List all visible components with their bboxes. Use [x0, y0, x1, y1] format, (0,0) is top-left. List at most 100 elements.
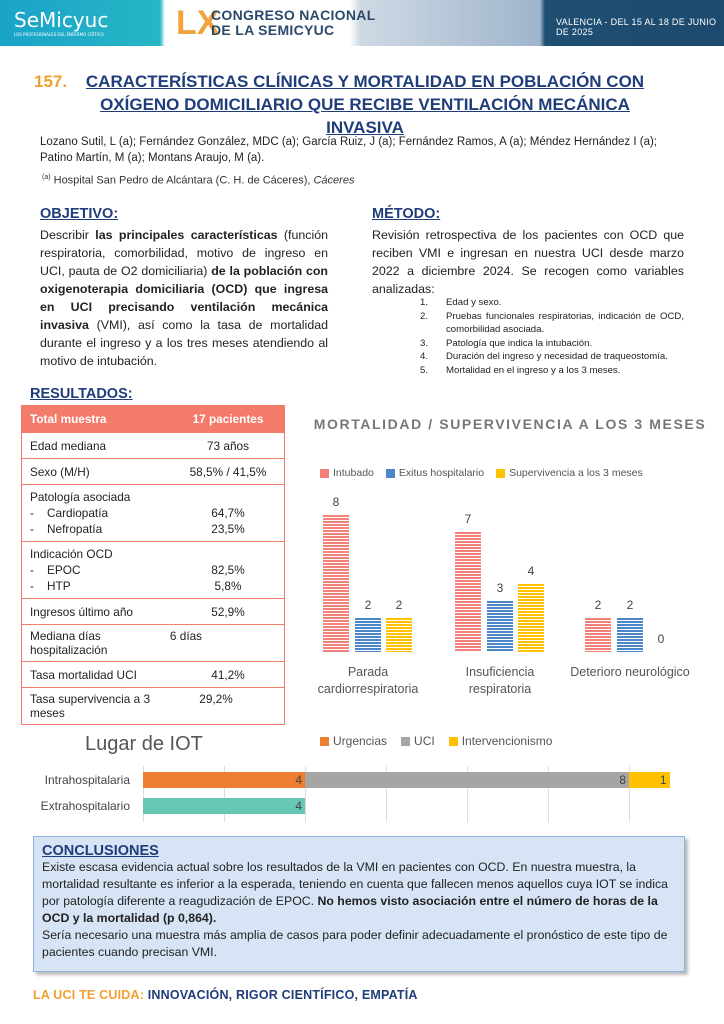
table-row: Tasa mortalidad UCI 41,2% — [22, 661, 284, 687]
legend-label: UCI — [414, 734, 435, 748]
bar-value-label: 7 — [464, 512, 472, 527]
affiliation-hospital: Hospital San Pedro de Alcántara (C. H. d… — [53, 174, 311, 187]
list-item: 3. Patología que indica la intubación. — [420, 337, 593, 349]
list-item: 1. Edad y sexo. — [420, 297, 502, 308]
bar-intubado — [323, 515, 349, 652]
bar-exitus-hospitalario — [617, 617, 643, 652]
mortality-chart-title: MORTALIDAD / SUPERVIVENCIA A LOS 3 MESES — [313, 416, 707, 432]
table-row: Ingresos último año 52,9% — [22, 598, 284, 624]
congress-banner — [0, 0, 724, 46]
legend-item: UCI — [401, 734, 435, 748]
category-label: Parada cardiorrespiratoria — [317, 665, 419, 696]
bar-value-label: 2 — [395, 597, 403, 612]
legend-label: Exitus hospitalario — [398, 467, 485, 479]
gridline — [548, 766, 549, 822]
mortality-chart-legend: Intubado Exitus hospitalario Supervivencia… — [320, 467, 643, 479]
bar-supervivencia-a-los-3-meses — [386, 617, 412, 652]
category-label: Intrahospitalaria — [44, 773, 130, 787]
affiliation-city: Cáceres — [313, 174, 355, 187]
legend-swatch — [496, 468, 506, 478]
metodo-heading: MÉTODO: — [372, 206, 441, 222]
table-row: Sexo (M/H) 58,5% / 41,5% — [22, 458, 284, 484]
conclusiones-box: CONCLUSIONES Existe escasa evidencia act… — [33, 836, 685, 972]
iot-chart-legend: Urgencias UCI Intervencionismo — [320, 734, 552, 748]
table-row: Tasa supervivencia a 3 meses 29,2% — [22, 687, 284, 724]
category-label: Insuficiencia respiratoria — [465, 665, 535, 696]
bar-value-label: 2 — [364, 597, 372, 612]
resultados-heading: RESULTADOS: — [30, 386, 133, 402]
metodo-text: Revisión retrospectiva de los pacientes … — [372, 228, 684, 296]
results-table: Total muestra 17 pacientes Edad mediana 73… — [21, 405, 285, 725]
table-row: Mediana días hospitalización 6 días — [22, 624, 284, 661]
logo-text: SeMicyuc — [14, 8, 109, 32]
bar-segment: 8 — [305, 772, 629, 788]
objetivo-b2: de la población con oxigenoterapia domic… — [40, 264, 328, 332]
table-row: Edad mediana 73 años — [22, 432, 284, 458]
conclusiones-text: Existe escasa evidencia actual sobre los… — [42, 860, 668, 925]
conclusiones-heading: CONCLUSIONES — [42, 843, 159, 859]
legend-item: Intubado — [320, 467, 374, 479]
gridline — [467, 766, 468, 822]
legend-swatch — [448, 736, 458, 746]
gridline — [305, 766, 306, 822]
legend-item: Urgencias — [320, 734, 387, 748]
category-label: Deterioro neurológico — [570, 665, 690, 679]
legend-label: Supervivencia a los 3 meses — [509, 467, 643, 479]
congress-dates: VALENCIA - DEL 15 AL 18 DE JUNIO DE 2025 — [556, 17, 717, 37]
bar-value-label: 4 — [527, 563, 535, 578]
legend-label: Urgencias — [333, 734, 388, 748]
table-row: Patología asociada - Cardiopatía 64,7% - … — [22, 484, 284, 541]
congress-number: LX — [176, 4, 220, 42]
bar-segment: 4 — [143, 772, 305, 788]
conclusiones-text-2: Sería necesario una muestra más amplia d… — [42, 928, 668, 959]
legend-swatch — [385, 468, 395, 478]
bar-intubado — [585, 617, 611, 652]
gridline — [629, 766, 630, 822]
gridline — [143, 766, 144, 822]
authors: Lozano Sutil, L (a); Fernández González,… — [40, 136, 657, 164]
objetivo-heading: OBJETIVO: — [40, 206, 119, 222]
legend-item: Intervencionismo — [448, 734, 553, 748]
list-item: 5. Mortalidad en el ingreso y a los 3 mes… — [420, 364, 621, 376]
objetivo-text: Describir las principales característica… — [40, 226, 328, 370]
bar-intubado — [455, 532, 481, 652]
gridline — [224, 766, 225, 822]
objetivo-t3: (VMI), así como la tasa de mortalidad du… — [40, 318, 328, 368]
poster-title: CARACTERÍSTICAS CLÍNICAS Y MORTALIDAD EN… — [85, 72, 645, 137]
table-row: Indicación OCD - EPOC 82,5% - HTP 5,8% — [22, 541, 284, 598]
bar-value-label: 8 — [332, 495, 340, 510]
bar-exitus-hospitalario — [355, 617, 381, 652]
footer-slogan-a: LA UCI TE CUIDA: — [33, 988, 145, 1002]
gridline — [386, 766, 387, 822]
poster-number: 157. — [34, 72, 68, 91]
footer-slogan: LA UCI TE CUIDA: INNOVACIÓN, RIGOR CIENT… — [33, 988, 418, 1002]
bar-value-label: 2 — [626, 597, 634, 612]
metodo-list: 1. Edad y sexo. 2. Pruebas funcionales res… — [420, 296, 684, 377]
footer-slogan-b: INNOVACIÓN, RIGOR CIENTÍFICO, EMPATÍA — [147, 988, 418, 1002]
bar-segment: 1 — [629, 772, 670, 788]
legend-swatch — [320, 736, 329, 746]
bar-segment: 4 — [143, 798, 305, 814]
legend-label: Intervencionismo — [461, 734, 553, 748]
legend-swatch — [401, 736, 411, 746]
bar-exitus-hospitalario — [487, 600, 513, 652]
objetivo-b1: las principales características — [95, 228, 278, 242]
bar-supervivencia-a-los-3-meses — [518, 583, 544, 652]
congress-line-1: CONGRESO NACIONAL — [211, 7, 376, 23]
category-label: Extrahospitalario — [40, 799, 130, 813]
list-item: 2. Pruebas funcionales respiratorias, ind… — [420, 310, 684, 336]
bar-value-label: 0 — [657, 632, 665, 646]
legend-label: Intubado — [333, 467, 374, 479]
iot-chart-title: Lugar de IOT — [85, 733, 203, 755]
objetivo-t1: Describir — [40, 228, 96, 242]
bar-value-label: 3 — [496, 580, 504, 595]
legend-item: Supervivencia a los 3 meses — [496, 467, 643, 479]
legend-item: Exitus hospitalario — [385, 467, 485, 479]
list-item: 4. Duración del ingreso y necesidad de tr… — [420, 351, 668, 362]
semicyuc-logo: SeMicyuc LOS PROFESIONALES DEL ENFERMO CR… — [14, 8, 108, 37]
objetivo-t2: (función respiratoria, comorbilidad, mot… — [40, 228, 328, 278]
affiliation-mark: (a) — [42, 174, 51, 181]
logo-subtitle: LOS PROFESIONALES DEL ENFERMO CRÍTICO — [14, 32, 104, 37]
legend-swatch — [320, 468, 329, 478]
table-row: Total muestra 17 pacientes — [22, 406, 284, 432]
